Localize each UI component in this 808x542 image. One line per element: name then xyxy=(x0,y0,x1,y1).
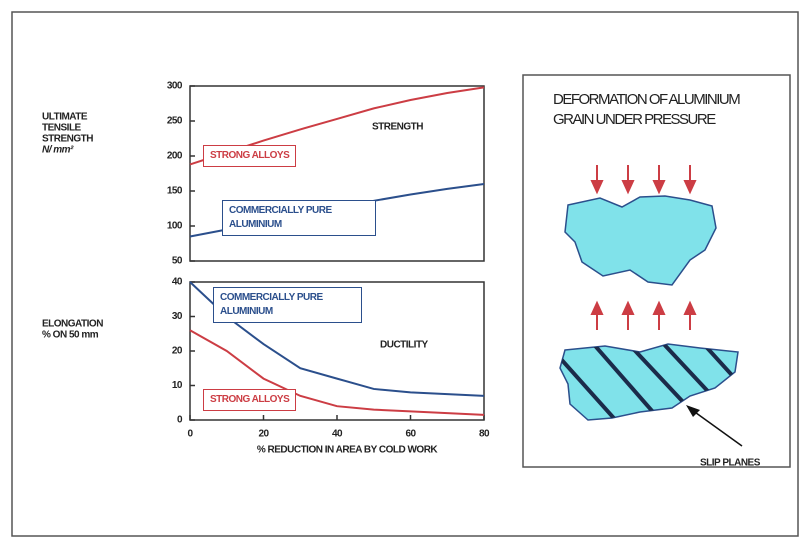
y-tick-label: 0 xyxy=(177,415,183,426)
x-axis-label: % REDUCTION IN AREA BY COLD WORK xyxy=(257,445,439,456)
chart: SLIP PLANES 50100150200250300ULTIMATETEN… xyxy=(0,0,808,542)
diagram-label: SLIP PLANES xyxy=(700,458,761,469)
y-axis-label: N/ mm² xyxy=(42,145,74,156)
y-tick-label: 200 xyxy=(167,151,183,162)
annotation: STRENGTH xyxy=(372,122,423,133)
y-tick-label: 250 xyxy=(167,116,183,127)
y-axis-label: STRENGTH xyxy=(42,134,93,145)
pointer xyxy=(692,410,742,446)
x-tick-label: 80 xyxy=(479,429,490,440)
y-axis-label: % ON 50 mm xyxy=(42,330,99,341)
y-tick-label: 40 xyxy=(172,277,183,288)
page: SLIP PLANES 50100150200250300ULTIMATETEN… xyxy=(0,0,808,542)
y-tick-label: 100 xyxy=(167,221,183,232)
diagram-title: DEFORMATION OF ALUMINIUM GRAIN UNDER PRE… xyxy=(553,90,763,130)
y-axis-label: TENSILE xyxy=(42,123,82,134)
legend-box: STRONG ALLOYS xyxy=(203,145,296,167)
pointer-head xyxy=(686,405,700,417)
y-axis-label: ULTIMATE xyxy=(42,112,88,123)
y-tick-label: 50 xyxy=(172,256,183,267)
y-tick-label: 10 xyxy=(172,380,183,391)
legend-box: COMMERCIALLY PURE ALUMINIUM xyxy=(213,287,362,323)
y-tick-label: 150 xyxy=(167,186,183,197)
x-tick-label: 60 xyxy=(405,429,416,440)
y-tick-label: 20 xyxy=(172,346,183,357)
y-tick-label: 300 xyxy=(167,81,183,92)
legend-box: STRONG ALLOYS xyxy=(203,389,296,411)
y-axis-label: ELONGATION xyxy=(42,319,103,330)
x-tick-label: 20 xyxy=(258,429,269,440)
grain-before xyxy=(565,196,716,285)
annotation: DUCTILITY xyxy=(380,340,429,351)
x-tick-label: 40 xyxy=(332,429,343,440)
y-tick-label: 30 xyxy=(172,311,183,322)
legend-box: COMMERCIALLY PURE ALUMINIUM xyxy=(222,200,376,236)
x-tick-label: 0 xyxy=(187,429,193,440)
